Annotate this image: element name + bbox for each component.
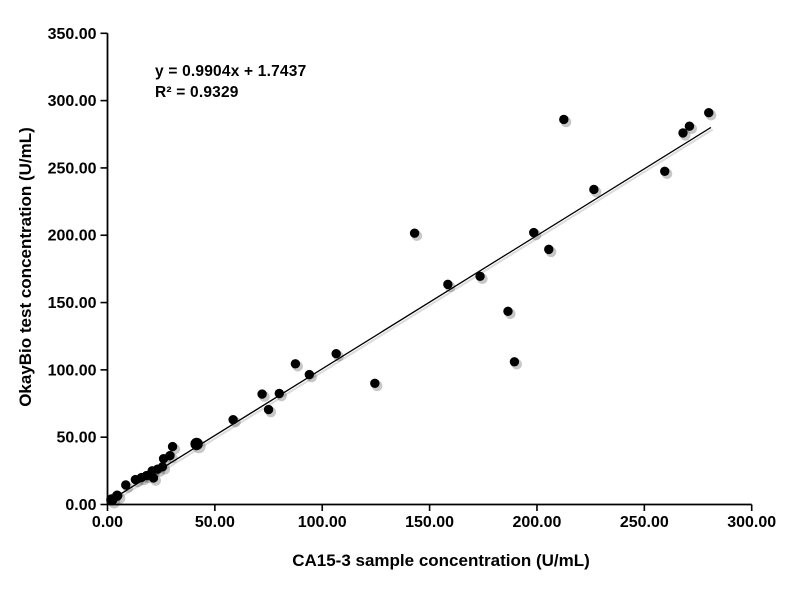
y-tick-label: 50.00 — [56, 430, 96, 447]
x-tick-label: 250.00 — [620, 514, 669, 531]
y-tick-label: 0.00 — [65, 497, 96, 514]
y-tick-label: 300.00 — [48, 93, 97, 110]
data-point — [274, 388, 284, 399]
regression-r-squared: R² = 0.9329 — [155, 84, 239, 101]
data-point — [660, 166, 670, 176]
data-point — [509, 357, 520, 367]
data-point — [165, 450, 175, 461]
data-point — [167, 441, 178, 452]
data-point — [148, 473, 159, 483]
x-tick-label: 200.00 — [512, 514, 561, 531]
x-tick-label: 100.00 — [298, 514, 347, 531]
regression-annotation: y = 0.9904x + 1.7437 R² = 0.9329 — [155, 61, 306, 103]
data-point — [228, 414, 238, 425]
data-point — [559, 114, 569, 125]
x-axis-title: CA15-3 sample concentration (U/mL) — [292, 551, 590, 570]
data-point — [290, 359, 301, 369]
data-point — [257, 389, 267, 399]
x-tick-label: 150.00 — [405, 514, 454, 531]
data-point — [190, 437, 203, 451]
data-point — [443, 279, 453, 290]
data-point — [704, 108, 714, 118]
data-point — [475, 271, 485, 282]
data-point — [304, 369, 315, 380]
data-point — [157, 462, 168, 472]
data-point — [409, 228, 420, 238]
y-tick-label: 150.00 — [48, 295, 97, 312]
data-point — [684, 121, 695, 131]
data-point — [529, 227, 539, 238]
trend-line-shadow — [109, 128, 714, 505]
data-point — [503, 306, 513, 317]
data-point — [331, 349, 341, 359]
data-point — [263, 404, 274, 415]
data-point — [589, 184, 599, 195]
y-tick-label: 200.00 — [48, 228, 97, 245]
y-tick-label: 250.00 — [48, 160, 97, 177]
data-point — [544, 244, 554, 255]
y-axis-title: OkayBio test concentration (U/mL) — [16, 127, 35, 407]
data-point — [370, 378, 380, 389]
trend-line — [108, 126, 712, 503]
regression-equation: y = 0.9904x + 1.7437 — [155, 63, 307, 80]
x-tick-label: 50.00 — [195, 514, 235, 531]
data-point — [121, 480, 131, 490]
data-point — [111, 490, 123, 501]
y-tick-label: 350.00 — [48, 26, 97, 43]
data-point — [678, 128, 688, 138]
x-tick-label: 300.00 — [727, 514, 776, 531]
x-tick-label: 0.00 — [92, 514, 123, 531]
y-tick-label: 100.00 — [48, 362, 97, 379]
